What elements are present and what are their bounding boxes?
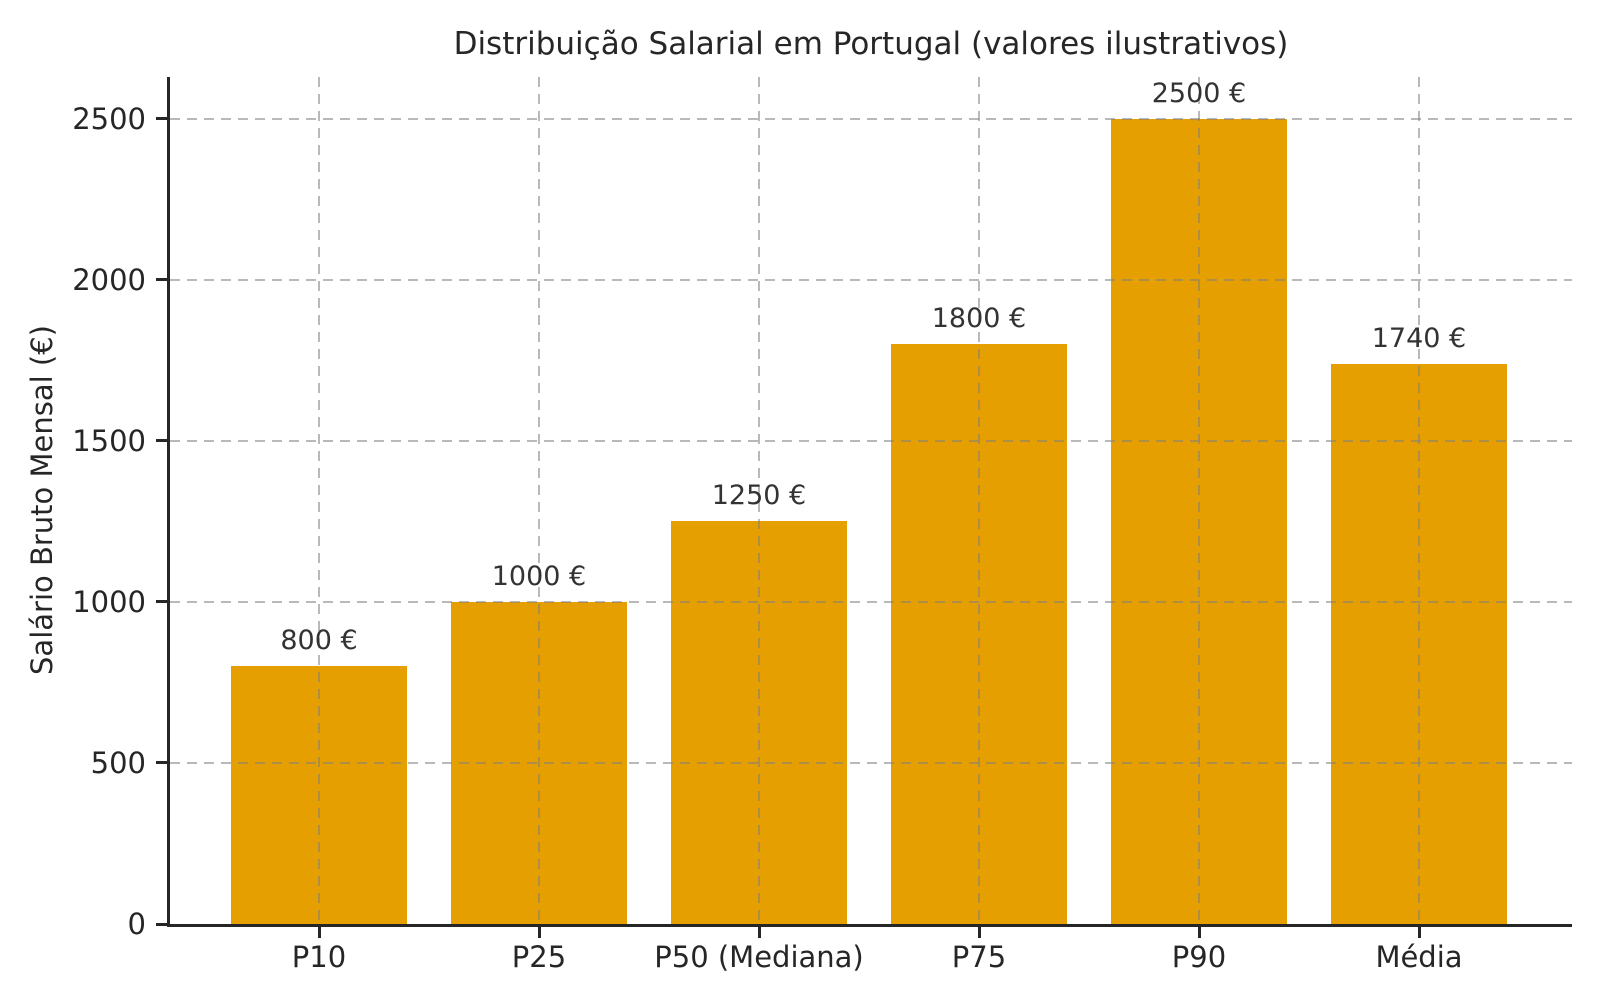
x-tick-label: P10 [291, 940, 347, 974]
x-tick-mark [317, 927, 321, 938]
y-tick-mark [156, 922, 167, 926]
y-tick-mark [156, 439, 167, 443]
plot-area: 800 € 1000 € 1250 € 1800 € 2500 € 1740 € 0 500… [72, 77, 1572, 974]
y-tick-label: 500 [90, 745, 146, 780]
bar-value-label: 800 € [280, 625, 358, 657]
vertical-gridline [1198, 77, 1200, 924]
x-tick-mark [1417, 927, 1421, 938]
x-tick-label: P75 [951, 940, 1007, 974]
x-tick-label: Média [1375, 940, 1463, 974]
bar-value-label: 2500 € [1151, 77, 1247, 109]
y-tick-label: 0 [127, 907, 146, 941]
x-tick-mark [1197, 927, 1201, 938]
bar-value-label: 1800 € [931, 303, 1027, 335]
vertical-gridline [758, 77, 760, 924]
y-tick-label: 2000 [72, 262, 146, 297]
horizontal-gridline [170, 278, 1572, 281]
y-tick-label: 1500 [72, 423, 146, 458]
x-tick-mark [757, 927, 761, 938]
vertical-gridline [978, 77, 980, 924]
y-axis-spine [167, 77, 170, 927]
horizontal-gridline [170, 117, 1572, 120]
bar-value-label: 1000 € [491, 560, 587, 592]
vertical-gridline [318, 77, 320, 924]
bar-value-label: 1250 € [711, 480, 807, 512]
y-tick-mark [156, 761, 167, 765]
chart-title: Distribuição Salarial em Portugal (valor… [453, 26, 1289, 62]
horizontal-gridline [170, 761, 1572, 764]
x-tick-mark [977, 927, 981, 938]
bar-value-label: 1740 € [1371, 322, 1467, 354]
x-tick-label: P50 (Mediana) [654, 940, 864, 974]
y-tick-label: 2500 [72, 101, 146, 136]
y-tick-mark [156, 117, 167, 121]
x-tick-mark [537, 927, 541, 938]
y-tick-mark [156, 600, 167, 604]
x-tick-label: P90 [1171, 940, 1227, 974]
x-axis-spine [167, 924, 1572, 927]
vertical-gridline [1418, 77, 1420, 924]
y-tick-label: 1000 [72, 584, 146, 619]
horizontal-gridline [170, 439, 1572, 442]
vertical-gridline [538, 77, 540, 924]
horizontal-gridline [170, 600, 1572, 603]
y-axis-label: Salário Bruto Mensal (€) [25, 325, 59, 675]
y-tick-mark [156, 278, 167, 282]
x-tick-label: P25 [511, 940, 567, 974]
